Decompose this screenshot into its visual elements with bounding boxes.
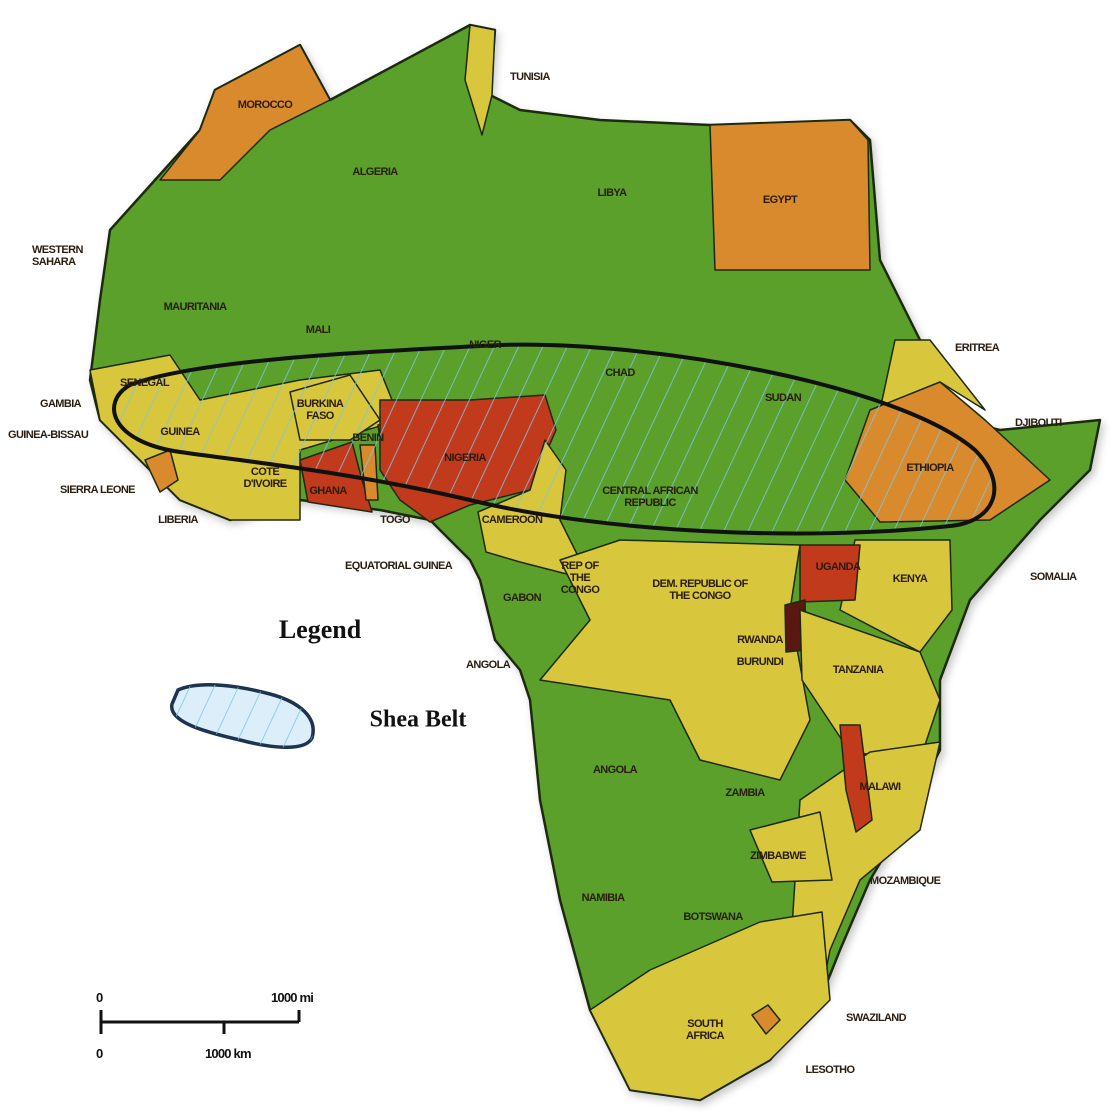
country-label: LIBYA — [597, 187, 628, 199]
country-zimbabwe — [749, 811, 833, 883]
country-label: TANZANIA — [832, 664, 884, 676]
country-label: LESOTHO — [805, 1064, 856, 1076]
country-label: RWANDA — [737, 634, 783, 646]
legend-label-shea-belt: Shea Belt — [369, 706, 467, 733]
country-label: ERITREA — [955, 342, 1000, 354]
country-label: ANGOLA — [592, 764, 638, 776]
country-label: MALI — [305, 324, 331, 336]
country-label: SOMALIA — [1030, 571, 1077, 583]
country-label: CENTRAL AFRICAN REPUBLIC — [602, 485, 698, 509]
country-label: BOTSWANA — [683, 911, 743, 923]
scale-bottom-zero: 0 — [96, 1046, 103, 1061]
country-label: NIGERIA — [444, 452, 486, 464]
country-label: MOZAMBIQUE — [870, 875, 941, 887]
country-morocco — [159, 44, 331, 181]
country-label: BURKINA FASO — [296, 398, 344, 422]
country-label: ANGOLA — [466, 659, 511, 671]
country-label: GUINEA-BISSAU — [8, 429, 89, 441]
country-label: WESTERN SAHARA — [32, 244, 83, 268]
country-label: COTE D'IVOIRE — [243, 466, 287, 490]
country-label: SUDAN — [764, 392, 802, 404]
scale-top-end: 1000 mi — [271, 990, 314, 1005]
country-label: MOROCCO — [237, 99, 293, 111]
country-label: ZIMBABWE — [750, 850, 806, 862]
country-label: SIERRA LEONE — [60, 484, 136, 496]
country-label: SENEGAL — [120, 377, 170, 389]
country-label: KENYA — [892, 573, 928, 585]
scale-bar — [99, 1010, 301, 1034]
country-eritrea — [879, 339, 986, 411]
country-label: DEM. REPUBLIC OF THE CONGO — [652, 578, 748, 602]
country-label: CHAD — [605, 367, 635, 379]
country-uganda — [799, 544, 861, 603]
shea-belt-region — [112, 342, 997, 536]
country-label: NAMIBIA — [581, 892, 625, 904]
country-label: BURUNDI — [736, 656, 784, 668]
country-label: SOUTH AFRICA — [686, 1018, 725, 1042]
country-label: EGYPT — [762, 194, 798, 206]
legend-title: Legend — [278, 615, 362, 644]
shea-belt-legend-swatch-hatch — [171, 684, 314, 748]
country-south-africa — [589, 911, 831, 1101]
country-central-south-yellow — [539, 539, 811, 781]
country-label: ALGERIA — [352, 166, 398, 178]
country-label: ETHIOPIA — [906, 462, 954, 474]
scale-top-zero: 0 — [96, 990, 103, 1005]
country-label: DJIBOUTI — [1015, 417, 1062, 429]
country-label: GAMBIA — [40, 398, 82, 410]
country-label: BENIN — [352, 432, 384, 444]
country-label: UGANDA — [815, 561, 861, 573]
country-label: ZAMBIA — [725, 787, 765, 799]
country-label: LIBERIA — [158, 514, 198, 526]
country-label: MALAWI — [859, 781, 901, 793]
country-malawi — [839, 724, 873, 833]
country-label: CAMEROON — [481, 514, 543, 526]
country-label: EQUATORIAL GUINEA — [345, 560, 453, 572]
country-label: GUINEA — [160, 426, 200, 438]
country-egypt — [709, 119, 871, 271]
country-label: TUNISIA — [510, 71, 550, 83]
country-label: NIGER — [469, 339, 501, 351]
country-sierra-leone — [144, 449, 179, 493]
country-label: GABON — [503, 592, 542, 604]
country-lesotho — [751, 1004, 781, 1035]
country-label: MAURITANIA — [163, 301, 227, 313]
country-label: GHANA — [309, 485, 347, 497]
country-label: TOGO — [380, 514, 410, 526]
country-label: SWAZILAND — [846, 1012, 907, 1024]
country-label: REP OF THE CONGO — [560, 560, 600, 596]
country-tunisia — [464, 24, 496, 136]
scale-bottom-mid: 1000 km — [205, 1046, 252, 1061]
